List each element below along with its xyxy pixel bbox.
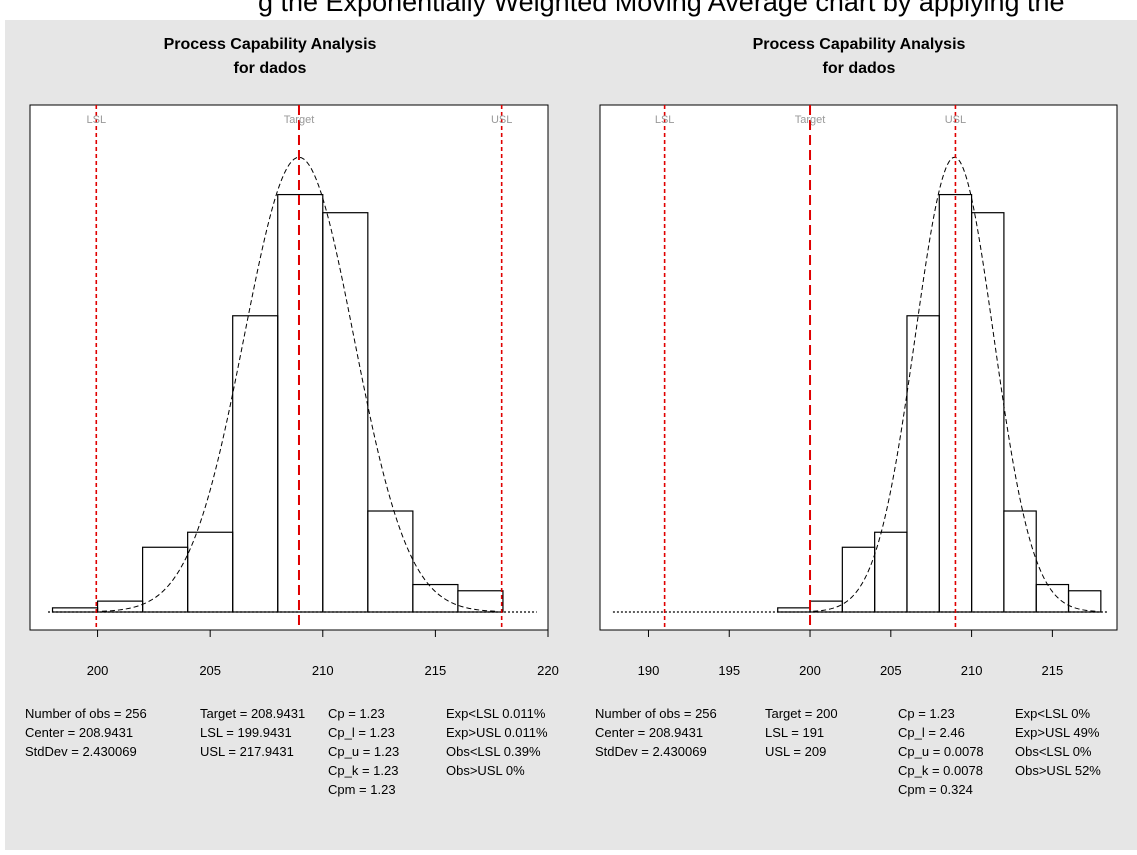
- stat-text: Cp_l = 2.46: [898, 725, 965, 740]
- histogram-bar: [1067, 590, 1102, 613]
- tick-label: 220: [537, 663, 559, 678]
- histogram-bar: [1003, 510, 1037, 613]
- spec-label-usl: USL: [945, 114, 966, 126]
- stat-text: Cp_u = 0.0078: [898, 744, 984, 759]
- stat-text: LSL = 199.9431: [200, 725, 292, 740]
- plot-area: [29, 104, 549, 631]
- spec-label-target: Target: [795, 114, 826, 126]
- stat-text: Cp_u = 1.23: [328, 744, 399, 759]
- stat-text: Obs>USL 0%: [446, 763, 525, 778]
- histogram-bar: [457, 590, 504, 613]
- tick-label: 205: [880, 663, 902, 678]
- stat-text: Exp<LSL 0.011%: [446, 706, 546, 721]
- chart-subtitle: for dados: [234, 60, 307, 77]
- histogram-bar: [367, 510, 414, 613]
- chart-title: Process Capability Analysis: [164, 36, 377, 53]
- normal-curve: [813, 156, 1096, 612]
- plot-area: [599, 104, 1118, 631]
- histogram-bar: [970, 212, 1005, 613]
- tick-label: 205: [199, 663, 221, 678]
- stat-text: Cpm = 1.23: [328, 782, 396, 797]
- chart-panel-2: Process Capability Analysis for dados LSL T…: [595, 36, 1118, 797]
- stat-text: StdDev = 2.430069: [595, 744, 707, 759]
- histogram-bar: [322, 212, 369, 613]
- chart-subtitle: for dados: [823, 60, 896, 77]
- chart-title: Process Capability Analysis: [753, 36, 966, 53]
- tick-label: 210: [312, 663, 334, 678]
- spec-label-target: Target: [284, 114, 315, 126]
- stat-text: Cp = 1.23: [898, 706, 955, 721]
- tick-label: 200: [799, 663, 821, 678]
- spec-label-lsl: LSL: [655, 114, 675, 126]
- stat-text: Cp_k = 0.0078: [898, 763, 983, 778]
- stat-text: Cpm = 0.324: [898, 782, 973, 797]
- stat-text: Center = 208.9431: [25, 725, 133, 740]
- stat-text: USL = 217.9431: [200, 744, 294, 759]
- stat-text: Number of obs = 256: [595, 706, 717, 721]
- stat-text: USL = 209: [765, 744, 826, 759]
- tick-label: 195: [718, 663, 740, 678]
- stat-text: Target = 208.9431: [200, 706, 305, 721]
- capability-charts: Process Capability Analysis for dados LSL T…: [25, 36, 1118, 797]
- chart-panel-1: Process Capability Analysis for dados LSL T…: [25, 36, 559, 797]
- stat-text: Exp<LSL 0%: [1015, 706, 1090, 721]
- stat-text: StdDev = 2.430069: [25, 744, 137, 759]
- stat-text: Number of obs = 256: [25, 706, 147, 721]
- figure: Process Capability Analysis for dados LSL T…: [5, 20, 1137, 850]
- stat-text: Cp = 1.23: [328, 706, 385, 721]
- stat-text: Exp>USL 0.011%: [446, 725, 548, 740]
- tick-label: 200: [87, 663, 109, 678]
- stat-text: Target = 200: [765, 706, 838, 721]
- stat-text: Exp>USL 49%: [1015, 725, 1100, 740]
- stat-text: LSL = 191: [765, 725, 824, 740]
- stat-text: Cp_l = 1.23: [328, 725, 395, 740]
- tick-label: 215: [1042, 663, 1064, 678]
- stat-text: Obs<LSL 0%: [1015, 744, 1092, 759]
- stat-text: Obs>USL 52%: [1015, 763, 1101, 778]
- stat-text: Obs<LSL 0.39%: [446, 744, 541, 759]
- spec-label-lsl: LSL: [86, 114, 106, 126]
- tick-label: 190: [638, 663, 660, 678]
- spec-label-usl: USL: [491, 114, 512, 126]
- tick-label: 210: [961, 663, 983, 678]
- stat-text: Center = 208.9431: [595, 725, 703, 740]
- normal-curve: [101, 156, 497, 612]
- tick-label: 215: [425, 663, 447, 678]
- caption-text: g the Exponentially Weighted Moving Aver…: [258, 0, 1065, 17]
- stat-text: Cp_k = 1.23: [328, 763, 398, 778]
